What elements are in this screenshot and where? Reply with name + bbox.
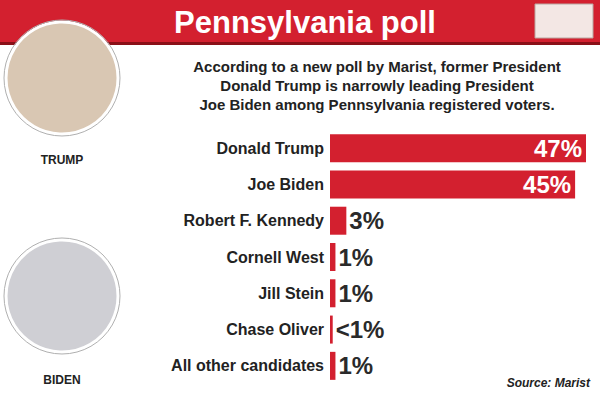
svg-text:<1%: <1%: [336, 316, 385, 343]
svg-text:Joe Biden: Joe Biden: [248, 176, 324, 193]
svg-text:Donald Trump: Donald Trump: [216, 140, 324, 157]
svg-text:1%: 1%: [338, 280, 373, 307]
svg-text:Joe Biden among Pennsylvania r: Joe Biden among Pennsylvania registered …: [199, 96, 554, 113]
svg-text:Pennsylvania poll: Pennsylvania poll: [174, 5, 436, 40]
svg-text:47%: 47%: [534, 135, 582, 162]
svg-text:Chase Oliver: Chase Oliver: [226, 321, 324, 338]
svg-text:Source: Marist: Source: Marist: [507, 376, 591, 390]
svg-text:1%: 1%: [338, 244, 373, 271]
svg-text:BIDEN: BIDEN: [43, 373, 80, 387]
svg-text:3%: 3%: [349, 207, 384, 234]
svg-text:All other candidates: All other candidates: [171, 357, 324, 374]
svg-text:Jill Stein: Jill Stein: [258, 285, 324, 302]
svg-text:1%: 1%: [338, 352, 373, 379]
svg-text:Donald Trump is narrowly leadi: Donald Trump is narrowly leading Preside…: [220, 77, 533, 94]
svg-text:TRUMP: TRUMP: [41, 153, 84, 167]
svg-text:Robert F. Kennedy: Robert F. Kennedy: [184, 212, 325, 229]
svg-text:45%: 45%: [523, 171, 571, 198]
svg-text:According to a new poll by Mar: According to a new poll by Marist, forme…: [193, 58, 561, 75]
svg-text:Cornell West: Cornell West: [227, 249, 325, 266]
